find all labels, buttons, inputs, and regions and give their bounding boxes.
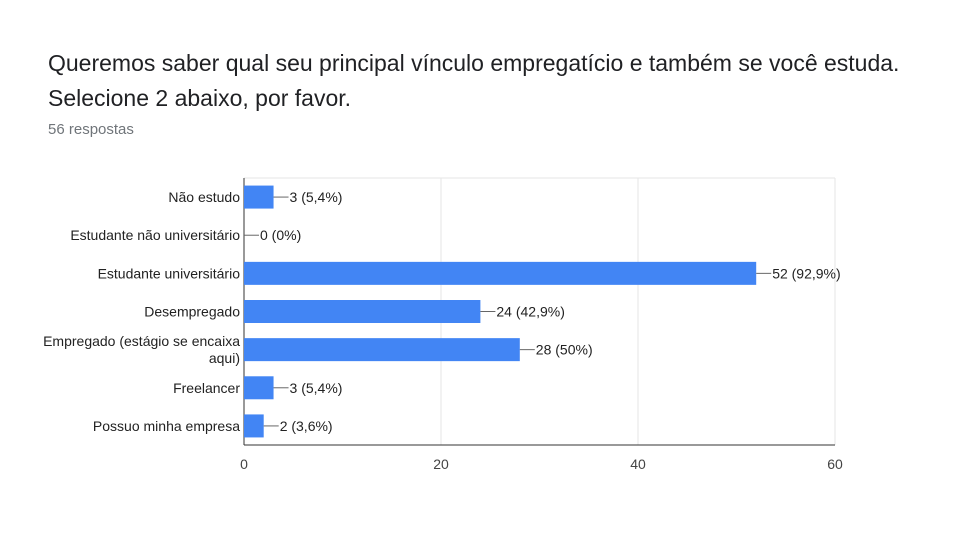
data-label: 24 (42,9%) [496,304,564,320]
bar [244,376,274,399]
data-label: 3 (5,4%) [290,189,343,205]
category-label: Desempregado [144,304,240,320]
data-label: 52 (92,9%) [772,265,840,281]
x-tick-label: 60 [827,456,843,472]
category-label: Freelancer [173,380,240,396]
category-label: aqui) [209,350,240,366]
bar [244,186,274,209]
x-tick-label: 40 [630,456,646,472]
bar [244,262,756,285]
x-tick-label: 20 [433,456,449,472]
data-label: 2 (3,6%) [280,418,333,434]
category-label: Estudante universitário [98,265,241,281]
data-label: 0 (0%) [260,227,301,243]
category-label: Estudante não universitário [70,227,240,243]
category-label: Não estudo [168,189,240,205]
data-label: 28 (50%) [536,342,593,358]
bar [244,300,480,323]
category-label: Possuo minha empresa [93,418,240,434]
data-label: 3 (5,4%) [290,380,343,396]
bar [244,414,264,437]
labels: 0 20 40 60 3 (5,4%) Não estudo 0 (0%) Estudante… [43,189,843,472]
category-label: Empregado (estágio se encaixa [43,333,240,349]
bar [244,338,520,361]
x-tick-label: 0 [240,456,248,472]
